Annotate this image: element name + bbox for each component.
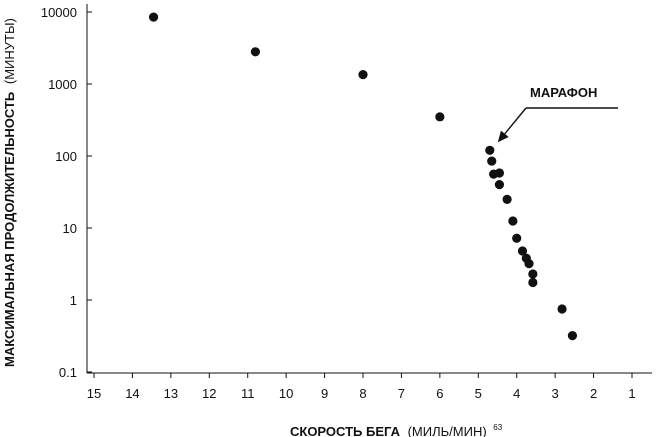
data-point (494, 168, 505, 178)
data-point (250, 47, 260, 57)
y-ticks: 0.1 1 10 100 1000 10000 (41, 5, 92, 380)
x-axis-title-main: СКОРОСТЬ БЕГА (290, 424, 401, 437)
data-point (524, 259, 534, 269)
annotation-arrow-shaft (504, 107, 527, 135)
annotation-arrow-head (497, 130, 509, 143)
x-tick-label: 9 (321, 386, 328, 401)
x-tick-label: 14 (125, 386, 139, 401)
x-tick-label: 8 (359, 386, 366, 401)
data-point (358, 70, 368, 80)
axes (86, 4, 652, 374)
annotation-label: МАРАФОН (530, 85, 597, 100)
marathon-annotation: МАРАФОН (497, 85, 618, 143)
x-tick-label: 2 (590, 386, 597, 401)
x-tick-label: 1 (628, 386, 635, 401)
y-axis-title: МАКСИМАЛЬНАЯ ПРОДОЛЖИТЕЛЬНОСТЬ (МИНУТЫ) (2, 18, 17, 367)
y-tick-label: 10 (63, 221, 77, 236)
data-point (528, 277, 538, 288)
data-point (567, 331, 578, 341)
data-point (494, 180, 505, 190)
x-axis-title-note: 63 (493, 423, 502, 432)
y-axis-title-main: МАКСИМАЛЬНАЯ ПРОДОЛЖИТЕЛЬНОСТЬ (2, 92, 17, 367)
x-tick-label: 15 (87, 386, 101, 401)
y-tick-label: 0.1 (59, 365, 77, 380)
x-tick-label: 11 (241, 386, 255, 401)
data-point (485, 145, 495, 155)
y-tick-label: 1 (70, 293, 77, 308)
data-point (148, 12, 159, 22)
x-axis-title-units: (МИЛЬ/МИН) (408, 424, 487, 437)
data-point (487, 156, 497, 166)
x-tick-label: 3 (552, 386, 559, 401)
data-points (148, 12, 578, 341)
x-tick-label: 12 (202, 386, 216, 401)
data-point (517, 246, 528, 256)
x-tick-label: 4 (513, 386, 520, 401)
x-tick-label: 13 (164, 386, 178, 401)
data-point (508, 216, 518, 226)
x-tick-label: 10 (279, 386, 293, 401)
x-tick-label: 7 (398, 386, 405, 401)
y-tick-label: 10000 (41, 5, 77, 20)
y-tick-label: 100 (55, 149, 77, 164)
data-point (528, 269, 538, 279)
x-tick-label: 6 (436, 386, 443, 401)
data-point (435, 112, 445, 122)
data-point (502, 194, 512, 204)
data-point (512, 233, 522, 243)
x-axis-title: СКОРОСТЬ БЕГА (МИЛЬ/МИН) 63 (290, 423, 503, 437)
y-axis-title-units: (МИНУТЫ) (2, 18, 17, 84)
x-tick-label: 5 (475, 386, 482, 401)
x-ticks: 15 14 13 12 11 10 9 8 7 6 5 4 3 2 1 (87, 373, 636, 401)
y-tick-label: 1000 (48, 77, 77, 92)
data-point (557, 304, 567, 314)
